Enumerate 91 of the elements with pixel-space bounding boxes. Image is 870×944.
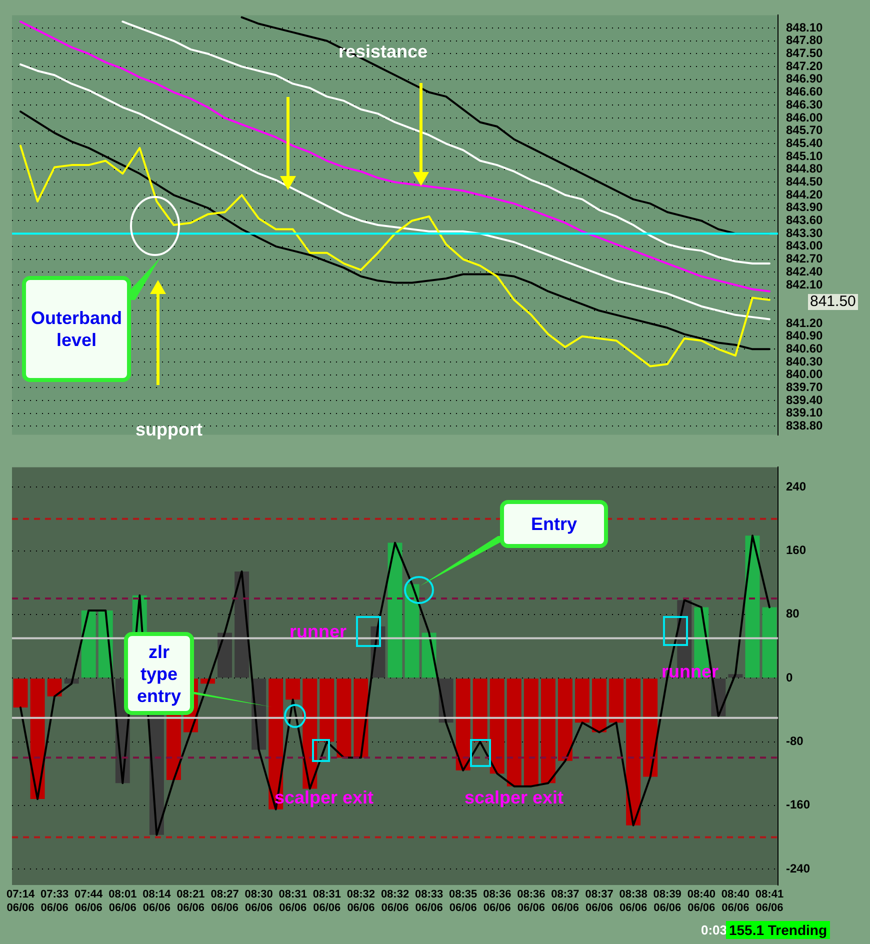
annotation: zlr type entry — [136, 640, 182, 706]
bar — [524, 678, 538, 786]
y-tick-label: 839.40 — [786, 392, 824, 407]
y-tick-label: -80 — [786, 734, 804, 748]
y-tick-label: 838.80 — [786, 418, 824, 433]
x-tick-label: 08:39 06/06 — [653, 888, 682, 914]
bar — [472, 678, 488, 742]
x-tick-label: 08:36 06/06 — [517, 888, 546, 914]
x-tick-label: 08:40 06/06 — [687, 888, 716, 914]
x-tick-label: 08:40 06/06 — [721, 888, 750, 914]
y-tick-label: 839.10 — [786, 406, 824, 420]
x-tick-label: 08:37 06/06 — [585, 888, 614, 914]
y-tick-label: 842.40 — [786, 264, 824, 278]
bar — [643, 678, 658, 777]
y-tick-label: 846.90 — [786, 72, 824, 86]
x-tick-label: 08:36 06/06 — [483, 888, 512, 914]
bar — [404, 584, 420, 678]
bar — [626, 678, 641, 826]
y-tick-label: 848.10 — [786, 20, 824, 34]
text: 841.50 — [808, 293, 858, 310]
y-tick-label: 847.80 — [786, 33, 824, 48]
y-tick-label: 160 — [786, 543, 806, 558]
bar — [286, 678, 300, 700]
annotation: support — [136, 420, 202, 440]
y-tick-label: 240 — [786, 479, 806, 494]
y-tick-label: 840.90 — [786, 328, 824, 343]
y-tick-label: 840.00 — [786, 367, 824, 382]
x-tick-label: 08:41 06/06 — [755, 888, 784, 914]
y-tick-label: 842.70 — [786, 252, 824, 266]
annotation: Outerband level — [30, 307, 123, 351]
y-tick-label: 846.30 — [786, 97, 824, 112]
x-tick-label: 08:30 06/06 — [244, 888, 273, 914]
y-tick-label: 844.50 — [786, 174, 824, 188]
x-tick-label: 08:14 06/06 — [142, 888, 172, 914]
y-tick-label: 846.00 — [786, 110, 824, 124]
y-tick-label: 844.80 — [786, 162, 824, 176]
bar — [506, 678, 522, 786]
y-tick-label: 0 — [786, 670, 793, 684]
x-tick-label: 08:21 06/06 — [176, 888, 205, 914]
bar — [558, 678, 572, 761]
bar — [456, 678, 470, 770]
x-tick-label: 08:38 06/06 — [619, 888, 648, 914]
bar — [540, 678, 556, 784]
y-tick-label: 845.40 — [786, 136, 824, 150]
x-tick-label: 08:01 06/06 — [108, 888, 137, 914]
bar — [762, 607, 777, 678]
bar — [13, 678, 28, 708]
bar — [575, 678, 590, 723]
x-tick-label: 08:37 06/06 — [551, 888, 580, 914]
x-tick-label: 07:33 06/06 — [40, 888, 69, 914]
bar — [592, 678, 606, 732]
y-tick-label: 842.10 — [786, 277, 824, 292]
text: 155.1 Trending — [726, 921, 830, 939]
bar — [47, 678, 62, 696]
x-tick-label: 08:27 06/06 — [210, 888, 239, 914]
x-tick-label: 07:44 06/06 — [74, 888, 104, 914]
annotation: runner — [661, 662, 719, 682]
bar — [490, 678, 504, 774]
x-tick-label: 08:31 06/06 — [312, 888, 341, 914]
y-tick-label: 844.20 — [786, 187, 824, 202]
y-tick-label: 847.20 — [786, 58, 824, 73]
annotation: scalper exit — [464, 788, 564, 808]
y-tick-label: 843.90 — [786, 200, 824, 214]
y-tick-label: 840.30 — [786, 354, 824, 368]
y-tick-label: 843.60 — [786, 213, 824, 228]
y-tick-label: 840.60 — [786, 341, 824, 356]
bar — [609, 678, 624, 723]
annotation: Entry — [530, 513, 577, 535]
x-tick-label: 08:32 06/06 — [380, 888, 410, 914]
y-tick-label: -160 — [786, 798, 810, 812]
bar — [745, 536, 760, 678]
text: 0:03 — [700, 922, 728, 938]
annotation: runner — [289, 622, 347, 642]
y-tick-label: 845.10 — [786, 148, 824, 163]
x-tick-label: 07:14 06/06 — [6, 888, 36, 914]
y-tick-label: 839.70 — [786, 380, 824, 394]
y-tick-label: -240 — [786, 861, 810, 876]
y-tick-label: 843.30 — [786, 226, 824, 240]
y-tick-label: 845.70 — [786, 123, 824, 138]
bar — [81, 610, 96, 678]
y-tick-label: 80 — [786, 606, 800, 621]
x-tick-label: 08:35 06/06 — [449, 888, 478, 914]
bar — [320, 678, 334, 742]
y-tick-label: 847.50 — [786, 46, 824, 60]
y-tick-label: 841.20 — [786, 316, 824, 330]
bar — [336, 678, 352, 758]
y-tick-label: 843.00 — [786, 238, 824, 253]
x-tick-label: 08:33 06/06 — [414, 888, 444, 914]
x-tick-label: 08:31 06/06 — [278, 888, 307, 914]
y-tick-label: 846.60 — [786, 84, 824, 99]
x-tick-label: 08:32 06/06 — [346, 888, 376, 914]
